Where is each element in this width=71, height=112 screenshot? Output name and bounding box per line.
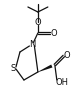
Text: S: S <box>10 64 16 72</box>
Polygon shape <box>38 65 52 72</box>
Text: O: O <box>50 28 57 38</box>
Text: N: N <box>29 40 35 48</box>
Text: O: O <box>35 17 41 27</box>
Text: OH: OH <box>55 78 68 86</box>
Text: O: O <box>63 51 70 59</box>
